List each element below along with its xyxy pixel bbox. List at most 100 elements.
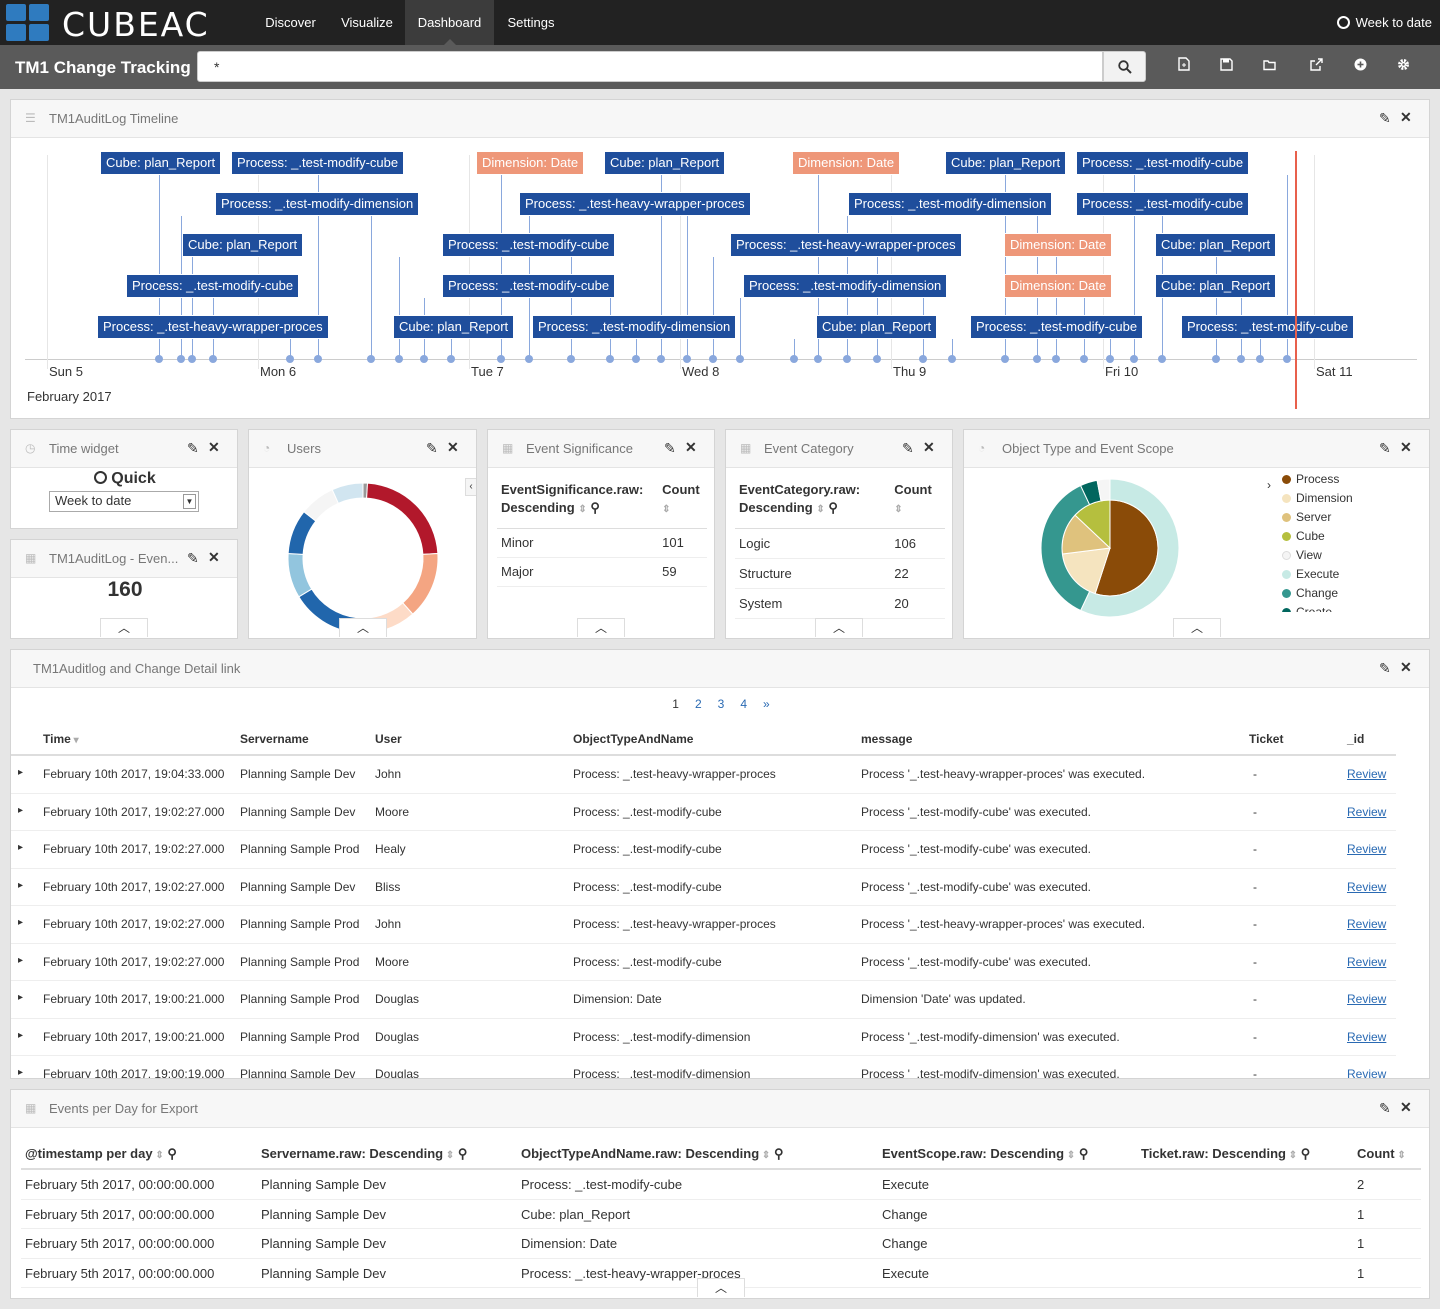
column-header[interactable]: Servername.raw: Descending ⇕ ⚲ [261, 1146, 467, 1162]
timeline-event-dot[interactable] [1080, 355, 1088, 363]
timeline-event[interactable]: Cube: plan_Report [945, 151, 1067, 175]
timeline-event-dot[interactable] [736, 355, 744, 363]
sort-icon[interactable]: ⇕ [894, 504, 903, 515]
timeline-event-dot[interactable] [1052, 355, 1060, 363]
pencil-icon[interactable]: ✎ [664, 440, 676, 456]
legend-item[interactable]: Dimension [1282, 491, 1353, 505]
pencil-icon[interactable]: ✎ [187, 550, 199, 566]
timeline-event[interactable]: Process: _.test-modify-cube [1076, 151, 1250, 175]
timeline-event-dot[interactable] [873, 355, 881, 363]
collapse-button[interactable]: ︿ [577, 618, 625, 637]
timeline-event[interactable]: Cube: plan_Report [1155, 274, 1277, 298]
column-header[interactable]: Ticket [1249, 732, 1283, 746]
timeline-event[interactable]: Process: _.test-heavy-wrapper-proces [519, 192, 751, 216]
legend-item[interactable]: Execute [1282, 567, 1339, 581]
timeline-event-dot[interactable] [657, 355, 665, 363]
column-header[interactable]: ObjectTypeAndName [573, 732, 693, 746]
share-icon[interactable] [1306, 57, 1326, 77]
column-header[interactable]: EventSignificance.raw: Descending ⇕ ⚲ [497, 478, 659, 529]
expand-row-icon[interactable]: ▸ [18, 804, 24, 816]
review-link[interactable]: Review [1347, 1067, 1387, 1079]
column-header[interactable]: @timestamp per day ⇕ ⚲ [25, 1146, 177, 1162]
timeline-event[interactable]: Cube: plan_Report [182, 233, 304, 257]
nav-settings[interactable]: Settings [507, 15, 555, 30]
search-icon[interactable]: ⚲ [770, 1146, 784, 1161]
close-icon[interactable]: ✕ [923, 439, 935, 455]
expand-row-icon[interactable]: ▸ [18, 917, 24, 928]
review-link[interactable]: Review [1347, 879, 1387, 894]
review-link[interactable]: Review [1347, 917, 1387, 931]
column-header[interactable]: EventCategory.raw: Descending ⇕ ⚲ [735, 478, 891, 529]
timeline-event[interactable]: Dimension: Date [1004, 233, 1113, 257]
users-slice[interactable] [287, 552, 313, 598]
timeline-event[interactable]: Cube: plan_Report [1155, 233, 1277, 257]
timeline-event-dot[interactable] [948, 355, 956, 363]
timeline-event[interactable]: Cube: plan_Report [100, 151, 222, 175]
pencil-icon[interactable]: ✎ [902, 440, 914, 456]
users-slice[interactable] [303, 488, 340, 522]
sort-icon[interactable]: ⇕ [816, 504, 825, 515]
timeline-event-dot[interactable] [188, 355, 196, 363]
table-row[interactable]: ▸ February 10th 2017, 19:00:19.000 Plannin… [11, 1056, 1396, 1079]
close-icon[interactable]: ✕ [1400, 439, 1412, 455]
expand-row-icon[interactable]: ▸ [18, 992, 24, 1003]
column-header[interactable]: Count ⇕ [658, 478, 707, 529]
sort-desc-icon[interactable]: ▾ [70, 735, 79, 746]
table-row[interactable]: ▸ February 10th 2017, 19:04:33.000 Plannin… [11, 756, 1396, 794]
sort-icon[interactable]: ⇕ [1285, 1150, 1298, 1161]
timeline-event-dot[interactable] [606, 355, 614, 363]
users-slice[interactable] [331, 482, 364, 504]
pencil-icon[interactable]: ✎ [1379, 110, 1391, 126]
search-icon[interactable]: ⚲ [454, 1146, 468, 1161]
timeline-event-dot[interactable] [1106, 355, 1114, 363]
page-link[interactable]: » [763, 697, 770, 711]
timeline-event-dot[interactable] [709, 355, 717, 363]
column-header[interactable]: Count ⇕ [890, 478, 945, 529]
column-header[interactable]: User [375, 732, 402, 746]
event-scope-slice[interactable] [1079, 478, 1180, 618]
timeline-event-dot[interactable] [1237, 355, 1245, 363]
new-dashboard-icon[interactable] [1174, 57, 1194, 77]
legend-item[interactable]: Cube [1282, 529, 1325, 543]
timeline-event-dot[interactable] [1256, 355, 1264, 363]
search-input[interactable] [197, 51, 1103, 82]
timeline-event-dot[interactable] [209, 355, 217, 363]
timeline-event[interactable]: Process: _.test-modify-cube [231, 151, 405, 175]
review-link[interactable]: Review [1347, 1029, 1387, 1044]
timeline-event[interactable]: Process: _.test-modify-cube [126, 274, 300, 298]
search-icon[interactable]: ⚲ [590, 500, 600, 515]
save-icon[interactable] [1216, 57, 1236, 77]
column-header[interactable]: Time ▾ [43, 732, 79, 746]
timeline-event-dot[interactable] [497, 355, 505, 363]
timeline-event-dot[interactable] [843, 355, 851, 363]
timeline-event[interactable]: Cube: plan_Report [816, 315, 938, 339]
collapse-button[interactable]: ︿ [100, 618, 148, 637]
timeline-event-dot[interactable] [447, 355, 455, 363]
legend-item[interactable]: Change [1282, 586, 1338, 600]
sort-icon[interactable]: ⇕ [152, 1150, 164, 1161]
search-button[interactable] [1103, 51, 1146, 82]
close-icon[interactable]: ✕ [1400, 659, 1412, 675]
timeline-event-dot[interactable] [1130, 355, 1138, 363]
column-header[interactable]: Ticket.raw: Descending ⇕ ⚲ [1141, 1146, 1310, 1162]
timeline-event-dot[interactable] [155, 355, 163, 363]
timeline-event[interactable]: Cube: plan_Report [393, 315, 515, 339]
expand-row-icon[interactable]: ▸ [18, 954, 24, 966]
timeline-event-dot[interactable] [420, 355, 428, 363]
legend-item[interactable]: Process [1282, 472, 1339, 486]
timeline-event-dot[interactable] [177, 355, 185, 363]
table-row[interactable]: ▸ February 10th 2017, 19:00:21.000 Plannin… [11, 981, 1396, 1019]
timeline-event[interactable]: Process: _.test-modify-dimension [532, 315, 737, 339]
collapse-button[interactable]: ︿ [815, 618, 863, 637]
timeline-event-dot[interactable] [790, 355, 798, 363]
sort-icon[interactable]: ⇕ [578, 504, 587, 515]
legend-toggle-button[interactable]: › [1267, 477, 1277, 495]
brand-logo[interactable]: CUBEAC [6, 4, 246, 44]
timeline-event[interactable]: Process: _.test-modify-cube [970, 315, 1144, 339]
search-icon[interactable]: ⚲ [1075, 1146, 1089, 1161]
users-slice[interactable] [402, 552, 439, 615]
pencil-icon[interactable]: ✎ [187, 440, 199, 456]
page-link[interactable]: 3 [717, 697, 725, 711]
time-range-picker[interactable]: Week to date [1336, 0, 1432, 45]
collapse-button[interactable]: ︿ [697, 1278, 745, 1297]
